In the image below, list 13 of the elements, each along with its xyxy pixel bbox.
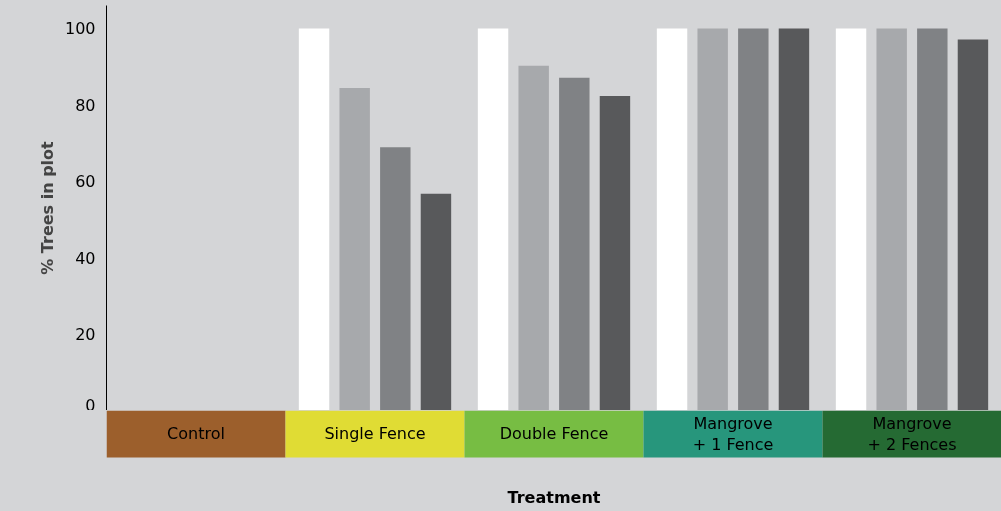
x-tick-label: Control: [167, 424, 225, 444]
x-tick-label: Mangrove + 1 Fence: [692, 414, 774, 454]
y-tick-label: 80: [75, 95, 96, 115]
x-tick-label: Single Fence: [324, 424, 426, 444]
x-tick-label: Double Fence: [499, 424, 609, 444]
y-tick-label: 60: [75, 172, 96, 192]
x-tick-label: Mangrove + 2 Fences: [867, 414, 957, 454]
y-tick-label: 0: [85, 395, 96, 415]
y-tick-label: 100: [64, 19, 96, 39]
y-tick-label: 40: [75, 248, 96, 268]
x-axis-title: Treatment: [507, 487, 601, 507]
y-axis-title: % Trees in plot: [37, 140, 57, 275]
y-tick-label: 20: [75, 325, 96, 345]
